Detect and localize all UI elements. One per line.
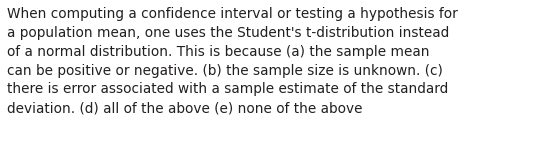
Text: When computing a confidence interval or testing a hypothesis for
a population me: When computing a confidence interval or … [7,7,458,115]
